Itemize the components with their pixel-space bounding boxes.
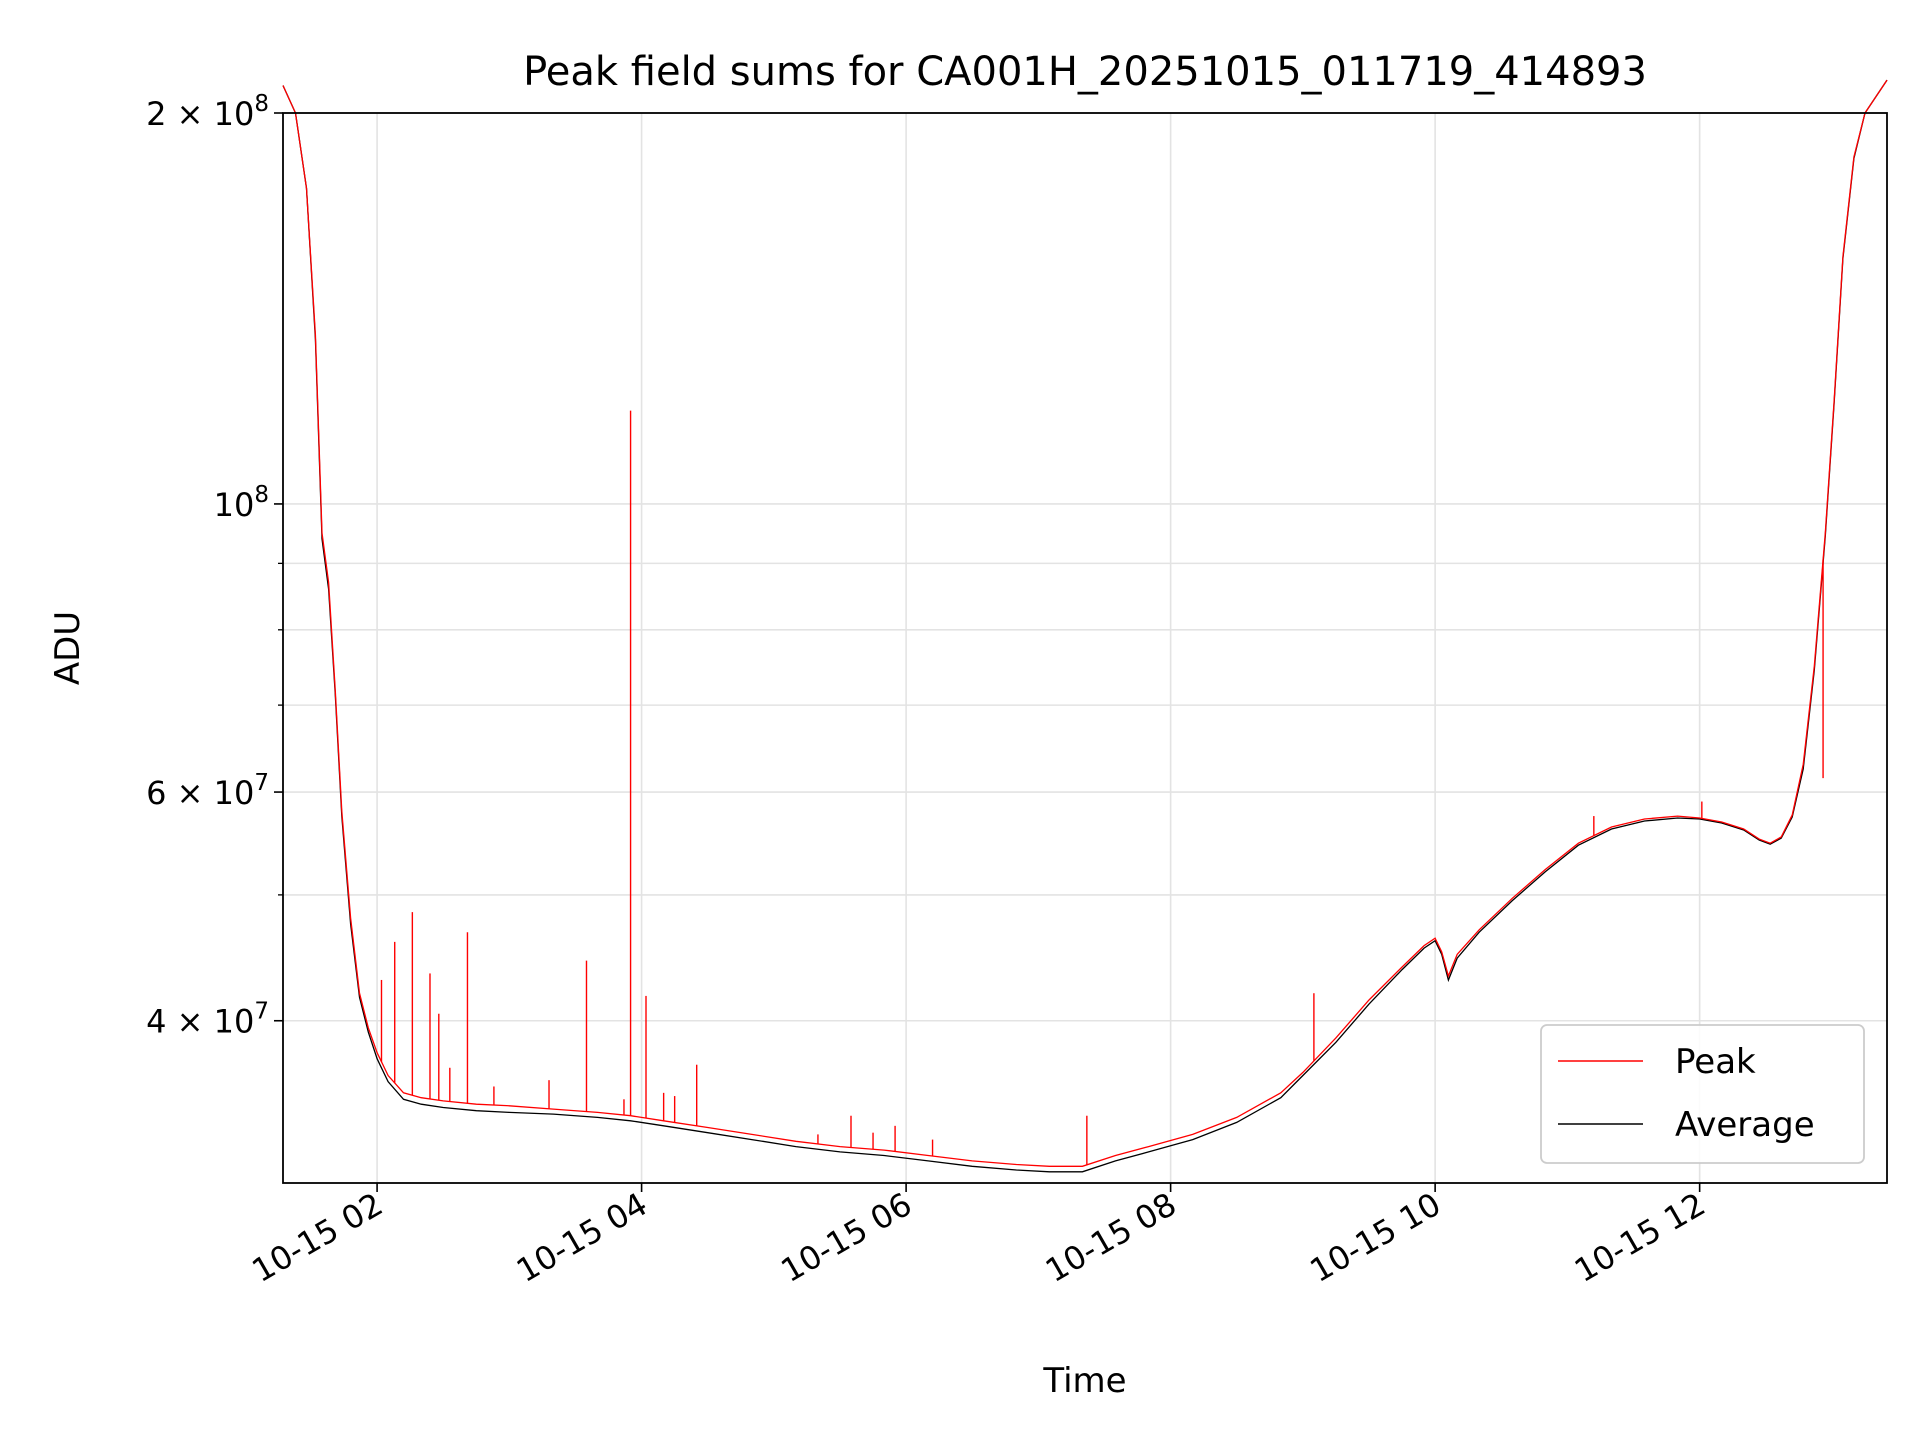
legend-label-average: Average [1675,1105,1815,1145]
legend-box [1540,1024,1865,1164]
x-axis-label: Time [1042,1361,1126,1401]
legend: Peak Average [1540,1024,1865,1164]
y-axis-label: ADU [48,611,88,685]
plot-frame [282,112,1888,1184]
y-axis: 4 × 107 6 × 107 108 2 × 108 [146,91,283,1041]
chart-title: Peak field sums for CA001H_20251015_0117… [523,49,1647,95]
series-layer [282,79,1888,1173]
y-tick-label: 108 [214,482,269,524]
y-tick-label: 2 × 108 [146,91,269,133]
series-line-average [282,79,1888,1173]
y-tick-label: 4 × 107 [146,999,269,1041]
spikes-layer [380,410,1824,1165]
y-tick-label: 6 × 107 [146,770,269,812]
series-line-peak [282,79,1888,1167]
legend-label-peak: Peak [1675,1042,1756,1082]
